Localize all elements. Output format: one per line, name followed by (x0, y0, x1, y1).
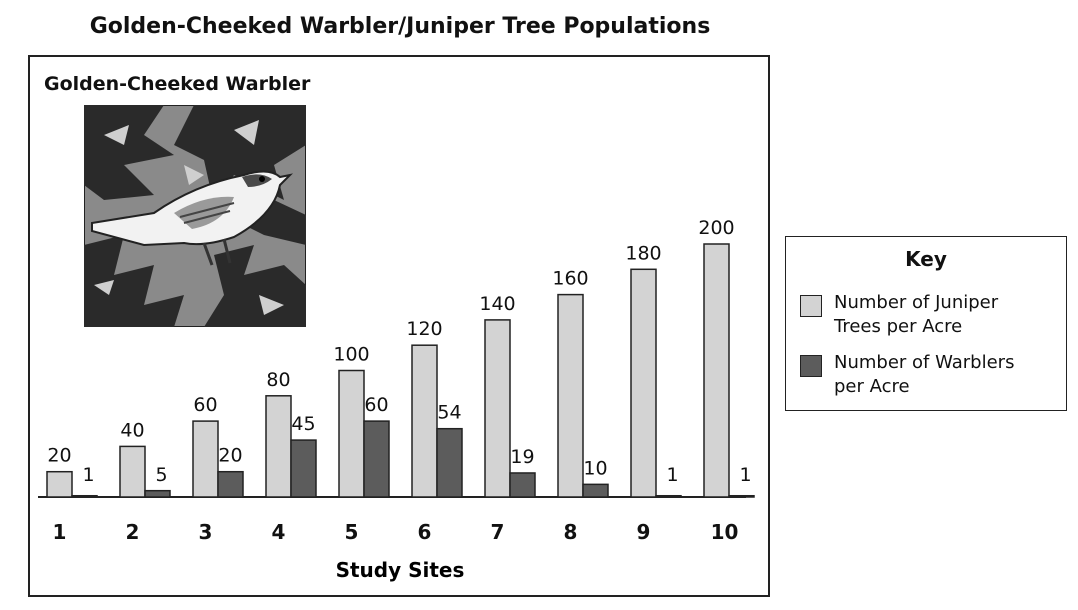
bar-warblers-site-3 (217, 470, 244, 498)
data-label-warblers-site-2: 5 (155, 464, 167, 486)
data-label-juniper-site-3: 60 (193, 394, 217, 416)
x-tick-label-10: 10 (711, 520, 739, 544)
bar-warblers-site-2 (144, 489, 171, 498)
bar-warblers-site-5 (363, 420, 390, 498)
data-label-warblers-site-3: 20 (218, 445, 242, 467)
data-label-juniper-site-4: 80 (266, 369, 290, 391)
bar-juniper-site-10 (703, 243, 730, 498)
data-label-warblers-site-10: 1 (739, 464, 751, 486)
chart-plot: 2011405260203804541006051205461401971601… (38, 217, 755, 582)
bar-warblers-site-9 (655, 494, 682, 498)
data-label-warblers-site-7: 19 (510, 446, 534, 468)
bar-juniper-site-9 (630, 268, 657, 498)
legend-title: Key (905, 247, 947, 271)
data-label-warblers-site-4: 45 (291, 413, 315, 435)
data-label-juniper-site-7: 140 (479, 293, 515, 315)
bar-warblers-site-1 (71, 494, 98, 498)
bar-juniper-site-5 (338, 369, 365, 498)
data-label-warblers-site-9: 1 (666, 464, 678, 486)
bar-warblers-site-6 (436, 427, 463, 498)
bar-juniper-site-4 (265, 395, 292, 498)
legend-swatch-warblers (800, 355, 822, 377)
x-tick-label-2: 2 (126, 520, 140, 544)
chart-title: Golden-Cheeked Warbler/Juniper Tree Popu… (89, 14, 711, 39)
data-label-warblers-site-5: 60 (364, 394, 388, 416)
data-label-juniper-site-9: 180 (625, 242, 661, 264)
legend-label-warblers: Number of Warblers per Acre (834, 352, 1015, 397)
data-label-warblers-site-1: 1 (82, 464, 94, 486)
bar-juniper-site-6 (411, 344, 438, 498)
x-tick-label-6: 6 (418, 520, 432, 544)
chart-frame: Golden-Cheeked Warbler 20 1 1 40 5 2 60 20 3 80 45… (28, 55, 770, 597)
x-tick-label-3: 3 (199, 520, 213, 544)
x-tick-label-8: 8 (564, 520, 578, 544)
bar-warblers-site-10 (728, 494, 755, 498)
data-label-warblers-site-8: 10 (583, 457, 607, 479)
legend-label-juniper: Number of Juniper Trees per Acre (834, 292, 999, 337)
data-label-juniper-site-5: 100 (333, 344, 369, 366)
data-label-juniper-site-2: 40 (120, 419, 144, 441)
x-tick-label-5: 5 (345, 520, 359, 544)
bar-juniper-site-8 (557, 293, 584, 498)
data-label-warblers-site-6: 54 (437, 402, 461, 424)
x-tick-label-7: 7 (491, 520, 505, 544)
legend-swatch-juniper (800, 295, 822, 317)
x-tick-label-4: 4 (272, 520, 286, 544)
bar-warblers-site-7 (509, 472, 536, 498)
x-axis-label: Study Sites (336, 558, 465, 582)
bar-juniper-site-3 (192, 420, 219, 498)
bar-warblers-site-8 (582, 483, 609, 498)
inset-title: Golden-Cheeked Warbler (44, 73, 311, 95)
bar-warblers-site-4 (290, 439, 317, 498)
data-label-juniper-site-10: 200 (698, 217, 734, 239)
data-label-juniper-site-6: 120 (406, 318, 442, 340)
warbler-illustration (84, 105, 306, 327)
bar-juniper-site-7 (484, 319, 511, 498)
x-tick-label-1: 1 (53, 520, 67, 544)
data-label-juniper-site-8: 160 (552, 268, 588, 290)
bar-juniper-site-2 (119, 445, 146, 498)
bar-juniper-site-1 (46, 470, 73, 498)
x-tick-label-9: 9 (637, 520, 651, 544)
data-label-juniper-site-1: 20 (47, 445, 71, 467)
legend: Key Number of Juniper Trees per Acre Num… (785, 236, 1067, 411)
